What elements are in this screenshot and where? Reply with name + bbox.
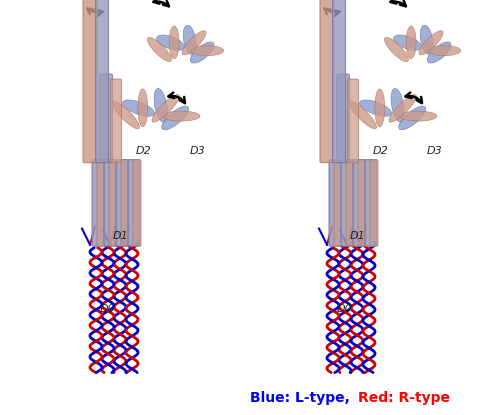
Ellipse shape bbox=[162, 111, 200, 121]
FancyBboxPatch shape bbox=[133, 160, 141, 246]
Ellipse shape bbox=[360, 100, 392, 116]
FancyBboxPatch shape bbox=[341, 160, 353, 246]
Text: D0: D0 bbox=[100, 304, 116, 314]
Ellipse shape bbox=[154, 88, 168, 122]
Text: D1: D1 bbox=[113, 231, 129, 241]
Ellipse shape bbox=[122, 100, 155, 116]
Ellipse shape bbox=[384, 37, 408, 62]
FancyBboxPatch shape bbox=[109, 160, 117, 246]
FancyBboxPatch shape bbox=[320, 0, 334, 163]
FancyBboxPatch shape bbox=[128, 160, 140, 246]
Ellipse shape bbox=[375, 89, 384, 127]
Ellipse shape bbox=[147, 37, 171, 62]
Ellipse shape bbox=[191, 42, 214, 63]
Ellipse shape bbox=[156, 35, 184, 50]
Ellipse shape bbox=[399, 111, 437, 121]
FancyBboxPatch shape bbox=[97, 160, 105, 246]
FancyBboxPatch shape bbox=[92, 160, 104, 246]
Text: D2: D2 bbox=[136, 146, 152, 156]
Text: D0: D0 bbox=[337, 304, 353, 314]
FancyBboxPatch shape bbox=[365, 160, 377, 246]
Text: D3: D3 bbox=[427, 146, 443, 156]
FancyBboxPatch shape bbox=[116, 160, 128, 246]
Text: D2: D2 bbox=[373, 146, 389, 156]
Ellipse shape bbox=[162, 106, 189, 130]
Text: D3: D3 bbox=[190, 146, 206, 156]
FancyBboxPatch shape bbox=[104, 160, 116, 246]
Ellipse shape bbox=[427, 42, 451, 63]
Ellipse shape bbox=[419, 31, 443, 55]
Ellipse shape bbox=[420, 25, 433, 54]
Text: D1: D1 bbox=[350, 231, 366, 241]
FancyBboxPatch shape bbox=[348, 79, 359, 163]
Ellipse shape bbox=[349, 101, 376, 129]
FancyBboxPatch shape bbox=[353, 160, 365, 246]
FancyBboxPatch shape bbox=[336, 74, 349, 163]
Text: Red: R-type: Red: R-type bbox=[358, 391, 450, 405]
FancyBboxPatch shape bbox=[121, 160, 129, 246]
FancyBboxPatch shape bbox=[329, 160, 341, 246]
Ellipse shape bbox=[138, 89, 148, 127]
Ellipse shape bbox=[406, 26, 416, 59]
Ellipse shape bbox=[152, 95, 180, 122]
FancyBboxPatch shape bbox=[83, 0, 97, 163]
FancyBboxPatch shape bbox=[99, 74, 112, 163]
Ellipse shape bbox=[389, 95, 416, 122]
Text: Blue: L-type,: Blue: L-type, bbox=[250, 391, 354, 405]
Ellipse shape bbox=[399, 106, 426, 130]
Ellipse shape bbox=[428, 46, 461, 56]
Ellipse shape bbox=[391, 88, 404, 122]
Ellipse shape bbox=[112, 101, 140, 129]
Ellipse shape bbox=[394, 35, 421, 50]
FancyBboxPatch shape bbox=[333, 0, 346, 163]
Ellipse shape bbox=[182, 31, 206, 55]
FancyBboxPatch shape bbox=[110, 79, 121, 163]
FancyBboxPatch shape bbox=[334, 160, 342, 246]
FancyBboxPatch shape bbox=[358, 160, 366, 246]
Ellipse shape bbox=[191, 46, 224, 56]
FancyBboxPatch shape bbox=[370, 160, 378, 246]
Ellipse shape bbox=[183, 25, 196, 54]
Ellipse shape bbox=[169, 26, 179, 59]
FancyBboxPatch shape bbox=[346, 160, 354, 246]
FancyBboxPatch shape bbox=[96, 0, 108, 163]
